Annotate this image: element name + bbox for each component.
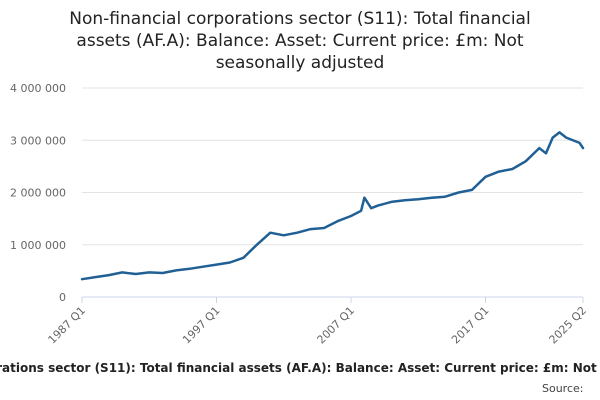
y-tick-label: 2 000 000	[10, 187, 66, 200]
source-label: Source:	[542, 382, 584, 395]
y-tick-label: 3 000 000	[10, 134, 66, 147]
chart-title-line-1: Non-financial corporations sector (S11):…	[69, 9, 530, 29]
y-tick-label: 1 000 000	[10, 239, 66, 252]
grid-lines	[82, 87, 583, 246]
series-layer	[80, 131, 585, 281]
series-line	[80, 131, 585, 281]
x-tick-label: 2025 Q2	[547, 304, 590, 347]
chart-title-line-3: seasonally adjusted	[216, 53, 385, 73]
x-axis-label: Non-financial corporations sector (S11):…	[0, 361, 600, 375]
x-axis-tick-labels: 1987 Q1 1997 Q1 2007 Q1 2017 Q1 2025 Q2	[46, 297, 590, 347]
y-tick-label: 0	[59, 291, 66, 304]
chart-title-line-2: assets (AF.A): Balance: Asset: Current p…	[76, 31, 523, 51]
x-tick-label: 1987 Q1	[46, 304, 89, 347]
y-tick-label: 4 000 000	[10, 82, 66, 95]
x-tick-label: 2007 Q1	[315, 304, 358, 347]
y-axis-tick-labels: 0 1 000 000 2 000 000 3 000 000 4 000 000	[10, 82, 66, 304]
x-tick-label: 1997 Q1	[180, 304, 223, 347]
x-tick-label: 2017 Q1	[449, 304, 492, 347]
